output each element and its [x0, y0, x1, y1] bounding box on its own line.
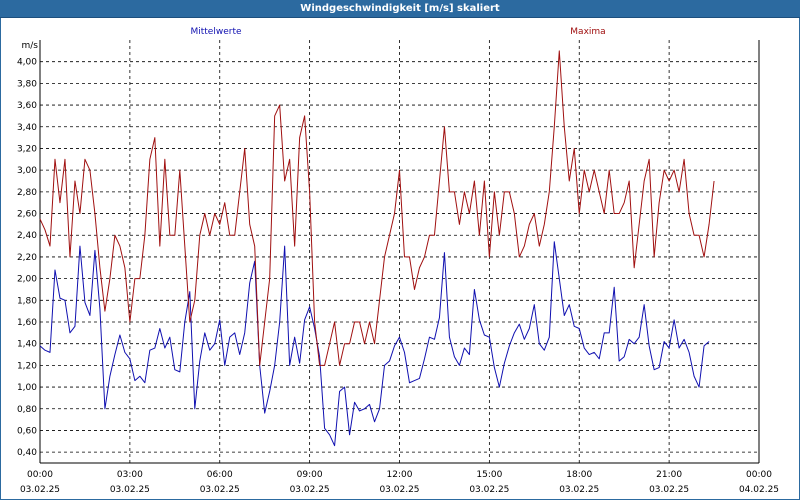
x-tick-time: 21:00	[656, 470, 682, 480]
x-tick-time: 09:00	[297, 470, 323, 480]
x-tick-time: 18:00	[566, 470, 592, 480]
x-tick-time: 00:00	[27, 470, 53, 480]
x-tick-date: 03.02.25	[290, 485, 330, 495]
x-tick-date: 03.02.25	[20, 485, 60, 495]
y-tick-label: 3,40	[17, 123, 37, 133]
legend-mean: Mittelwerte	[190, 27, 241, 37]
title-bar: Windgeschwindigkeit [m/s] skaliert	[0, 0, 800, 18]
x-tick-date: 03.02.25	[469, 485, 509, 495]
y-tick-label: 3,20	[17, 144, 37, 154]
x-tick-date: 03.02.25	[379, 485, 419, 495]
y-tick-label: 2,40	[17, 231, 37, 241]
y-tick-label: 2,80	[17, 188, 37, 198]
y-tick-label: 1,60	[17, 318, 37, 328]
y-tick-label: 1,40	[17, 340, 37, 350]
y-tick-label: 0,40	[17, 448, 37, 458]
x-tick-time: 15:00	[476, 470, 502, 480]
y-axis-unit-label: m/s	[22, 41, 39, 51]
y-tick-label: 0,60	[17, 426, 37, 436]
x-tick-date: 03.02.25	[200, 485, 240, 495]
y-tick-label: 1,80	[17, 296, 37, 306]
series-line-max	[39, 50, 715, 366]
x-tick-time: 12:00	[387, 470, 413, 480]
x-tick-date: 04.02.25	[739, 485, 779, 495]
x-tick-time: 00:00	[746, 470, 772, 480]
y-tick-label: 2,20	[17, 253, 37, 263]
window-title: Windgeschwindigkeit [m/s] skaliert	[300, 3, 500, 14]
x-tick-date: 03.02.25	[649, 485, 689, 495]
y-tick-label: 1,00	[17, 383, 37, 393]
y-tick-label: 2,60	[17, 210, 37, 220]
y-tick-label: 4,00	[17, 58, 37, 68]
series-line-mean	[39, 241, 710, 447]
y-tick-label: 3,80	[17, 79, 37, 89]
x-tick-time: 06:00	[207, 470, 233, 480]
y-tick-label: 1,20	[17, 361, 37, 371]
x-tick-date: 03.02.25	[110, 485, 150, 495]
y-tick-label: 0,80	[17, 405, 37, 415]
x-tick-time: 03:00	[117, 470, 143, 480]
x-tick-date: 03.02.25	[559, 485, 599, 495]
y-tick-label: 2,00	[17, 275, 37, 285]
legend-max: Maxima	[570, 27, 605, 37]
y-tick-label: 3,00	[17, 166, 37, 176]
y-tick-label: 3,60	[17, 101, 37, 111]
